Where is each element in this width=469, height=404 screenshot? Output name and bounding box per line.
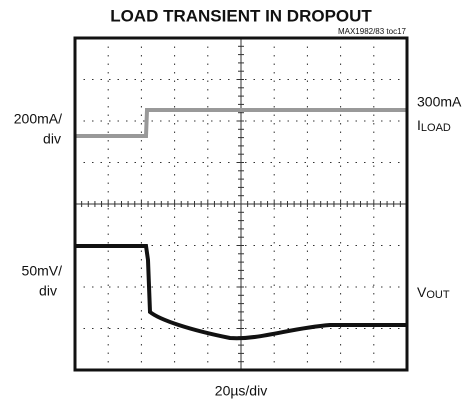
right-label: 300mA	[417, 94, 462, 110]
label-main: V	[417, 284, 427, 300]
x-label: 20µs/div	[215, 383, 267, 399]
plot-frame	[73, 36, 409, 372]
left-label: 200mA/	[14, 111, 62, 127]
right-label: ILOAD	[417, 117, 451, 134]
left-label: div	[39, 283, 57, 299]
right-label: VOUT	[417, 284, 450, 301]
load-trace	[76, 108, 406, 138]
label-main: I	[417, 117, 421, 133]
label-sub: OUT	[426, 289, 450, 301]
left-label: 50mV/	[22, 263, 63, 279]
scope-grid	[74, 37, 408, 371]
left-label: div	[43, 131, 61, 147]
figure-id: MAX1982/83 toc17	[338, 27, 407, 36]
title: LOAD TRANSIENT IN DROPOUT	[110, 6, 372, 25]
label-sub: LOAD	[421, 122, 451, 134]
vout-trace	[76, 244, 406, 341]
